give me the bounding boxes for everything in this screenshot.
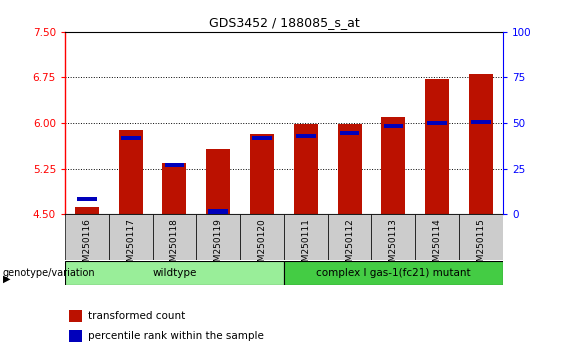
Bar <box>469 74 493 214</box>
Bar <box>427 121 447 125</box>
Bar <box>384 124 403 128</box>
Text: GSM250118: GSM250118 <box>170 218 179 273</box>
Bar <box>296 134 316 138</box>
Text: transformed count: transformed count <box>88 311 185 321</box>
Text: wildtype: wildtype <box>152 268 197 278</box>
Bar <box>206 149 231 214</box>
Bar <box>250 134 274 214</box>
Bar <box>65 261 284 285</box>
Text: GSM250113: GSM250113 <box>389 218 398 273</box>
Bar <box>471 120 491 124</box>
Bar <box>328 214 372 260</box>
Bar <box>153 214 197 260</box>
Bar <box>77 196 97 201</box>
Bar <box>252 136 272 140</box>
Bar <box>425 79 449 214</box>
Bar <box>372 214 415 260</box>
Bar <box>65 214 109 260</box>
Bar <box>459 214 503 260</box>
Text: GSM250117: GSM250117 <box>126 218 135 273</box>
Text: GSM250120: GSM250120 <box>258 218 267 273</box>
Bar <box>208 209 228 213</box>
Bar <box>108 214 153 260</box>
Text: genotype/variation: genotype/variation <box>3 268 95 278</box>
Text: GSM250115: GSM250115 <box>476 218 485 273</box>
Text: GSM250116: GSM250116 <box>82 218 92 273</box>
Text: GSM250111: GSM250111 <box>301 218 310 273</box>
Bar <box>69 330 81 342</box>
Title: GDS3452 / 188085_s_at: GDS3452 / 188085_s_at <box>208 16 359 29</box>
Bar <box>164 162 184 167</box>
Text: GSM250114: GSM250114 <box>433 218 442 273</box>
Text: complex I gas-1(fc21) mutant: complex I gas-1(fc21) mutant <box>316 268 471 278</box>
Bar <box>75 207 99 214</box>
Bar <box>240 214 284 260</box>
Bar <box>197 214 240 260</box>
Bar <box>121 136 141 140</box>
Bar <box>119 130 143 214</box>
Text: GSM250112: GSM250112 <box>345 218 354 273</box>
Text: ▶: ▶ <box>3 274 10 284</box>
Bar <box>69 310 81 322</box>
Bar <box>337 124 362 214</box>
Bar <box>162 162 186 214</box>
Bar <box>415 214 459 260</box>
Bar <box>340 131 359 135</box>
Bar <box>381 117 406 214</box>
Bar <box>294 124 318 214</box>
Bar <box>284 214 328 260</box>
Text: GSM250119: GSM250119 <box>214 218 223 273</box>
Bar <box>284 261 503 285</box>
Text: percentile rank within the sample: percentile rank within the sample <box>88 331 264 341</box>
